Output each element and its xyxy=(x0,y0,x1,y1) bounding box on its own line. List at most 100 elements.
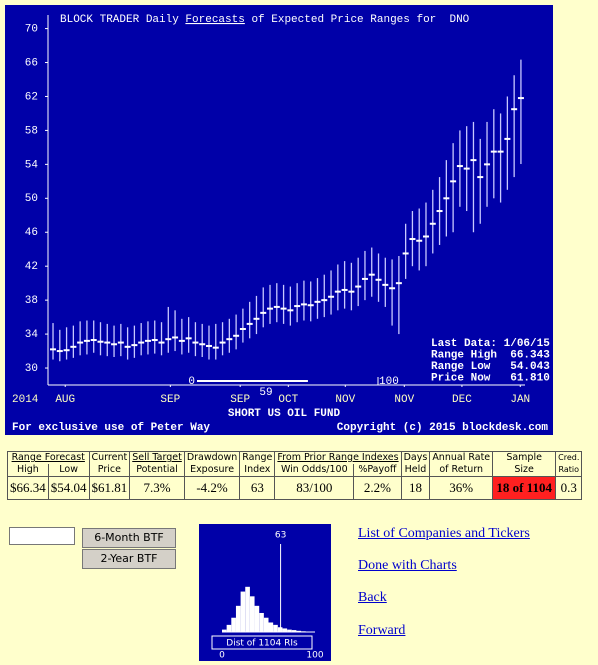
price-mark xyxy=(422,235,429,238)
price-mark xyxy=(253,317,260,320)
x-tick-label: OCT xyxy=(278,394,298,406)
hist-bar xyxy=(291,630,297,632)
y-tick-label: 66 xyxy=(25,57,38,69)
header: Low xyxy=(47,464,90,477)
footer-left: For exclusive use of Peter Way xyxy=(12,422,210,434)
header: Potential xyxy=(129,464,185,477)
hist-bar xyxy=(287,629,292,632)
range-index-value: 59 xyxy=(259,387,272,399)
header: Index xyxy=(239,464,276,477)
header: Win Odds/100 xyxy=(274,464,355,477)
price-mark xyxy=(517,97,524,100)
marker-label: 63 xyxy=(275,531,286,541)
price-mark xyxy=(511,108,518,111)
range-index-max: 100 xyxy=(379,376,399,388)
hist-bar xyxy=(240,591,246,632)
price-mark xyxy=(355,285,362,288)
price-mark xyxy=(205,344,212,347)
price-mark xyxy=(219,341,226,344)
header: Cred. xyxy=(555,451,583,464)
button[interactable]: 6-Month BTF xyxy=(82,528,176,548)
price-mark xyxy=(477,176,484,179)
link[interactable]: Done with Charts xyxy=(358,558,457,573)
price-mark xyxy=(443,197,450,200)
price-mark xyxy=(463,167,470,170)
hist-bar xyxy=(226,624,232,632)
hist-bar xyxy=(259,612,264,632)
price-mark xyxy=(456,165,463,168)
hist-bar xyxy=(249,596,255,632)
year-label: 2014 xyxy=(12,394,39,406)
header: Current xyxy=(88,451,131,464)
x-tick-label: JAN xyxy=(510,394,530,406)
info-line: Range High 66.343 xyxy=(431,349,550,361)
y-tick-label: 70 xyxy=(25,23,38,35)
price-mark xyxy=(178,339,185,342)
price-mark xyxy=(185,337,192,340)
cell: 18 of 1104 xyxy=(492,476,557,500)
info-line: Price Now 61.810 xyxy=(431,372,550,384)
y-tick-label: 50 xyxy=(25,193,38,205)
header: of Return xyxy=(429,464,494,477)
header: Exposure xyxy=(183,464,241,477)
x-tick-label: AUG xyxy=(55,394,75,406)
price-mark xyxy=(131,344,138,347)
title-part: of Expected Price Ranges for DNO xyxy=(245,14,470,26)
link[interactable]: Back xyxy=(358,590,387,605)
y-tick-label: 38 xyxy=(25,295,38,307)
ticker-input[interactable] xyxy=(9,527,75,545)
price-mark xyxy=(361,277,368,280)
hist-bar xyxy=(268,622,274,632)
price-mark xyxy=(63,349,70,352)
header: Range Forecast xyxy=(7,451,90,464)
chart-panel xyxy=(5,5,553,435)
price-mark xyxy=(56,350,63,353)
hist-tick-label: 100 xyxy=(306,651,323,661)
hist-bar xyxy=(254,605,260,632)
price-mark xyxy=(233,334,240,337)
link[interactable]: List of Companies and Tickers xyxy=(358,526,530,541)
price-mark xyxy=(77,341,84,344)
price-mark xyxy=(395,282,402,285)
chart-subtitle: SHORT US OIL FUND xyxy=(228,408,341,420)
cell: 18 xyxy=(400,476,431,500)
header: Price xyxy=(88,464,131,477)
y-tick-label: 42 xyxy=(25,261,38,273)
header: Annual Rate xyxy=(429,451,494,464)
price-mark xyxy=(328,295,335,298)
price-mark xyxy=(199,343,206,346)
hist-bar xyxy=(245,586,250,632)
cell: 83/100 xyxy=(274,476,355,500)
cell: 0.3 xyxy=(555,476,583,500)
info-line: Last Data: 1/06/15 xyxy=(431,338,550,350)
y-tick-label: 46 xyxy=(25,227,38,239)
cell: $61.81 xyxy=(88,476,131,500)
price-mark xyxy=(165,338,172,341)
header: Drawdown xyxy=(183,451,241,464)
price-mark xyxy=(300,303,307,306)
price-mark xyxy=(246,322,253,325)
price-mark xyxy=(239,327,246,330)
stats-table: Range Forecast Current Sell Target Drawd… xyxy=(7,451,583,500)
chart-title: BLOCK TRADER Daily Forecasts of Expected… xyxy=(60,14,470,26)
cell: -4.2% xyxy=(183,476,241,500)
button[interactable]: 2-Year BTF xyxy=(82,549,176,569)
price-mark xyxy=(402,252,409,255)
footer-right: Copyright (c) 2015 blockdesk.com xyxy=(337,422,549,434)
hist-bar xyxy=(231,617,236,632)
y-tick-label: 54 xyxy=(25,159,39,171)
price-mark xyxy=(267,307,274,310)
link[interactable]: Forward xyxy=(358,623,406,638)
cell: 7.3% xyxy=(129,476,185,500)
price-mark xyxy=(111,343,118,346)
price-mark xyxy=(294,305,301,308)
hist-bar xyxy=(235,605,241,632)
header: Ratio xyxy=(555,464,583,477)
y-tick-label: 34 xyxy=(25,329,39,341)
caption-box xyxy=(211,635,313,650)
price-mark xyxy=(497,150,504,153)
cell: 63 xyxy=(239,476,276,500)
header: High xyxy=(7,464,49,477)
price-mark xyxy=(212,346,219,349)
